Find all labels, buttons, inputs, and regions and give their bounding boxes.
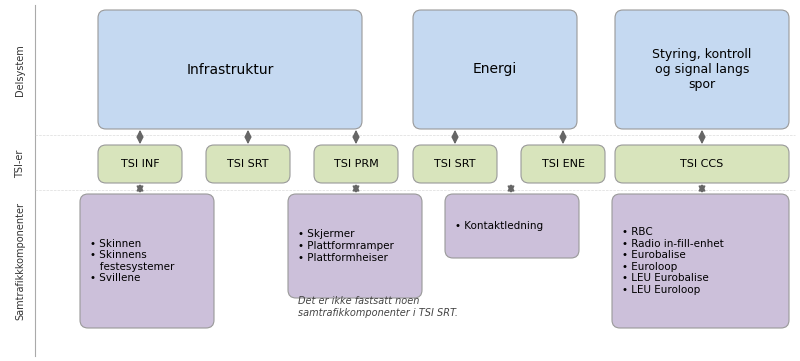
Text: TSI PRM: TSI PRM	[334, 159, 378, 169]
FancyBboxPatch shape	[288, 194, 422, 298]
FancyBboxPatch shape	[206, 145, 290, 183]
FancyBboxPatch shape	[521, 145, 605, 183]
Text: TSI SRT: TSI SRT	[434, 159, 476, 169]
Text: Styring, kontroll
og signal langs
spor: Styring, kontroll og signal langs spor	[652, 48, 752, 91]
FancyBboxPatch shape	[98, 145, 182, 183]
FancyBboxPatch shape	[314, 145, 398, 183]
FancyBboxPatch shape	[615, 10, 789, 129]
Text: • Skinnen
• Skinnens
   festesystemer
• Svillene: • Skinnen • Skinnens festesystemer • Svi…	[90, 239, 174, 283]
FancyBboxPatch shape	[80, 194, 214, 328]
Text: • Kontaktledning: • Kontaktledning	[455, 221, 543, 231]
Text: Det er ikke fastsatt noen
samtrafikkomponenter i TSI SRT.: Det er ikke fastsatt noen samtrafikkompo…	[298, 296, 458, 318]
FancyBboxPatch shape	[615, 145, 789, 183]
Text: TSI ENE: TSI ENE	[542, 159, 585, 169]
FancyBboxPatch shape	[445, 194, 579, 258]
Text: TSI INF: TSI INF	[121, 159, 159, 169]
FancyBboxPatch shape	[413, 145, 497, 183]
Text: Samtrafikkkomponenter: Samtrafikkkomponenter	[15, 202, 25, 320]
Text: Energi: Energi	[473, 62, 517, 77]
FancyBboxPatch shape	[612, 194, 789, 328]
Text: • Skjermer
• Plattformramper
• Plattformheiser: • Skjermer • Plattformramper • Plattform…	[298, 229, 394, 262]
Text: TSI-er: TSI-er	[15, 150, 25, 178]
FancyBboxPatch shape	[98, 10, 362, 129]
Text: Delsystem: Delsystem	[15, 44, 25, 96]
FancyBboxPatch shape	[413, 10, 577, 129]
Text: • RBC
• Radio in-fill-enhet
• Eurobalise
• Euroloop
• LEU Eurobalise
• LEU Eurol: • RBC • Radio in-fill-enhet • Eurobalise…	[622, 227, 724, 295]
Text: TSI SRT: TSI SRT	[227, 159, 269, 169]
Text: TSI CCS: TSI CCS	[680, 159, 724, 169]
Text: Infrastruktur: Infrastruktur	[186, 62, 274, 77]
